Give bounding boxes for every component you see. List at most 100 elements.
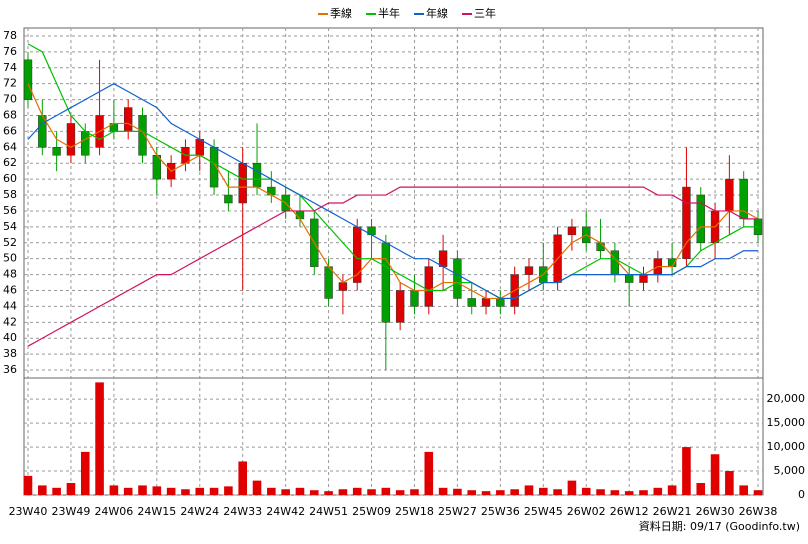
source: 資料日期: 09/17 (Goodinfo.tw) [639,519,800,533]
candle-body [524,266,534,275]
volume-bar [38,485,47,495]
candle-body [567,226,577,236]
volume-bar [324,491,333,495]
candle-body [52,147,61,156]
y-tick-label: 54 [3,220,17,233]
volume-bar [581,487,591,495]
candle-body [496,298,505,307]
y2-tick-label: 10,000 [767,440,806,453]
candle-body [424,266,433,307]
candle-body [438,250,448,267]
x-tick-label: 25W36 [481,505,520,518]
y-tick-label: 52 [3,236,17,249]
volume-bar [152,486,162,495]
candle-body [252,162,262,188]
volume-bar [725,471,734,495]
y-tick-label: 44 [3,299,17,312]
volume-bar [539,487,548,495]
legend-label: 三年 [474,6,496,20]
x-tick-label: 25W27 [438,505,477,518]
candle-body [381,242,391,323]
candle-body [682,186,691,259]
x-tick-label: 26W12 [610,505,649,518]
candle-body [481,298,491,307]
volume-bar [753,490,763,495]
volume-bar [453,488,462,495]
ma-line [27,82,758,300]
volume-bar [281,489,290,495]
x-tick-label: 24W15 [137,505,176,518]
x-tick-label: 26W21 [653,505,692,518]
y-tick-label: 72 [3,77,17,90]
x-tick-label: 24W06 [94,505,133,518]
candle-body [596,242,605,251]
x-tick-label: 23W40 [9,505,48,518]
candle-body [696,194,705,244]
y-tick-label: 56 [3,204,17,217]
x-tick-label: 24W51 [309,505,348,518]
volume-bar [553,489,562,495]
y-tick-label: 38 [3,347,17,360]
candle-body [395,290,405,323]
volume-bar [424,451,434,495]
volume-bar [367,489,376,495]
volume-bar [95,382,104,495]
candle-body [725,178,734,212]
y-tick-label: 50 [3,252,17,265]
x-tick-label: 25W09 [352,505,391,518]
candle-body [453,258,462,299]
legend-label: 年線 [426,6,448,20]
volume-bar [496,490,505,495]
candle-body [467,298,476,307]
x-tick-label: 23W49 [52,505,91,518]
ma-line [27,186,758,347]
x-tick-label: 25W45 [524,505,563,518]
volume-bar [295,487,305,495]
volume-bar [667,485,677,495]
y-tick-label: 48 [3,268,17,281]
candle-body [224,194,233,204]
candle-body [324,266,333,299]
volume-bar [639,490,648,495]
y-tick-label: 76 [3,45,17,58]
volume-bar [395,490,405,495]
volume-bar [524,485,534,495]
x-tick-label: 24W24 [180,505,219,518]
volume-bar [66,483,76,495]
volume-bar [596,489,605,495]
y-tick-label: 42 [3,315,17,328]
legend-label: 半年 [378,6,400,20]
volume-bar [238,461,247,495]
volume-bar [410,489,419,495]
y-tick-label: 46 [3,284,17,297]
y2-tick-label: 0 [798,488,805,501]
x-tick-label: 25W18 [395,505,434,518]
volume-bar [123,487,133,495]
candle-body [81,131,90,156]
candle-body [338,282,348,291]
candle-body [238,162,247,204]
y-tick-label: 36 [3,363,17,376]
x-tick-label: 24W33 [223,505,262,518]
volume-bar [438,487,448,495]
x-tick-label: 24W42 [266,505,305,518]
candle-body [195,139,204,156]
y-tick-label: 64 [3,140,17,153]
y-tick-label: 70 [3,93,17,106]
volume-bar [610,490,620,495]
y2-tick-label: 15,000 [767,416,806,429]
volume-bar [109,485,119,495]
y-tick-label: 74 [3,61,17,74]
volume-bar [567,480,577,495]
x-tick-label: 26W02 [567,505,606,518]
volume-bar [209,487,219,495]
x-tick-label: 26W38 [739,505,778,518]
volume-bar [381,487,391,495]
y2-tick-label: 20,000 [767,392,806,405]
candle-body [138,115,147,156]
volume-bar [696,483,706,495]
y-tick-label: 78 [3,29,17,42]
plot-frame [23,27,764,496]
volume-bar [267,487,276,495]
volume-bar [710,454,720,495]
